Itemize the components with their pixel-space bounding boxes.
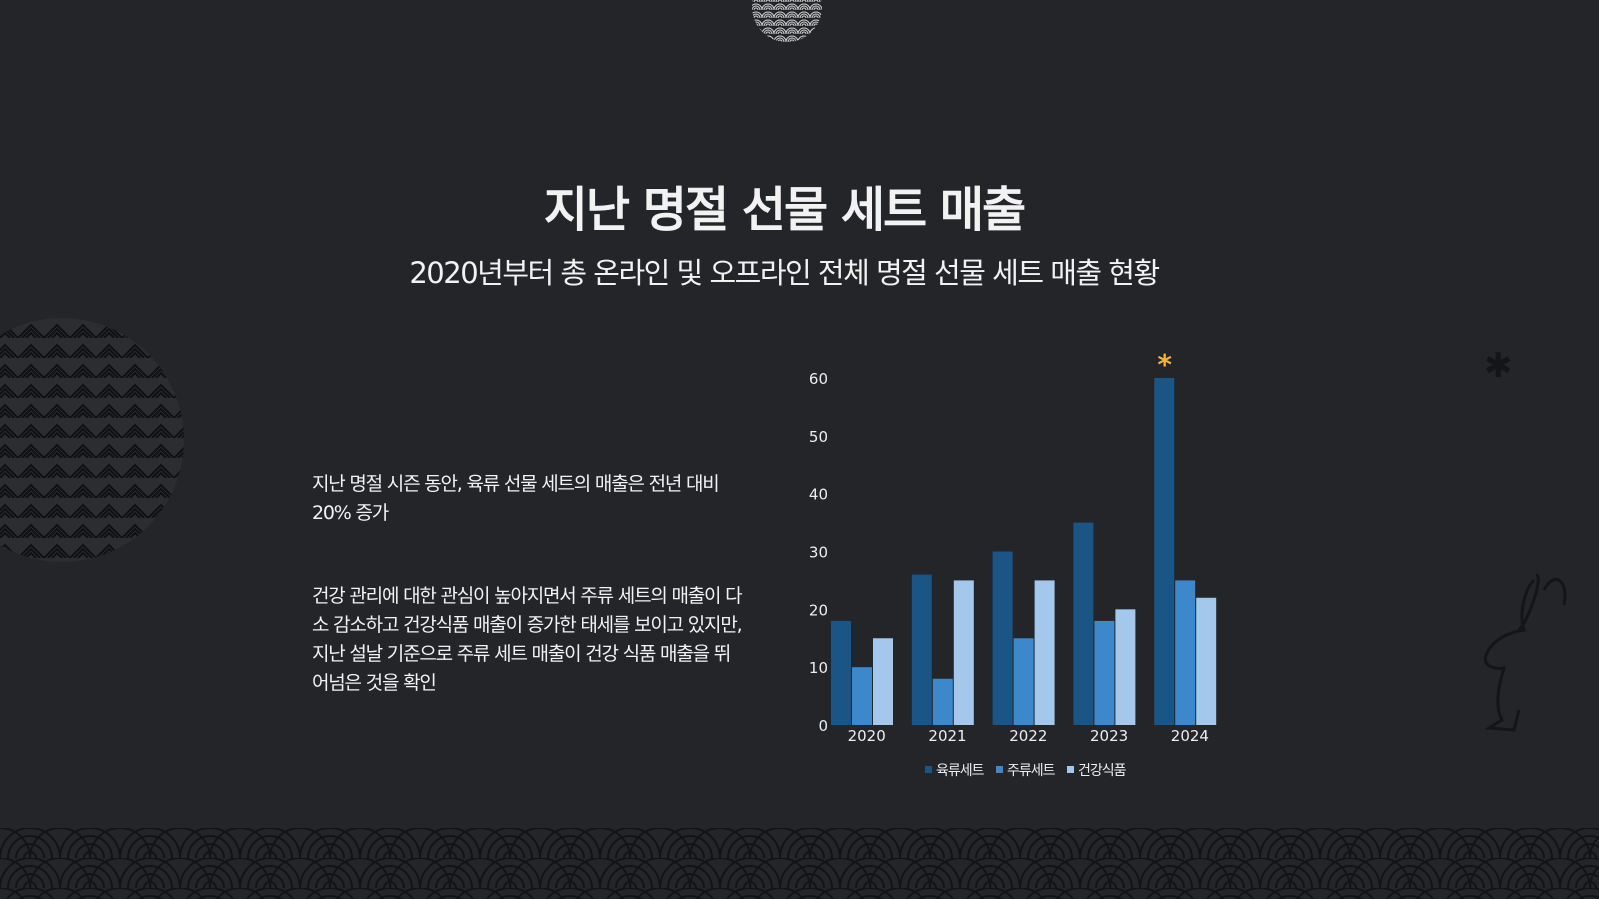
x-tick-label: 2023	[1090, 727, 1128, 745]
bar-2020-육류세트	[831, 620, 851, 725]
legend-swatch	[1067, 766, 1074, 773]
bar-2020-건강식품	[873, 638, 893, 725]
bar-2021-주류세트	[932, 678, 953, 725]
insight-paragraph-1: 지난 명절 시즌 동안, 육류 선물 세트의 매출은 전년 대비 20% 증가	[312, 473, 720, 524]
y-tick-label: 40	[809, 486, 828, 504]
x-tick-label: 2022	[1009, 727, 1047, 745]
bar-2024-주류세트	[1175, 580, 1196, 725]
y-tick-label: 50	[809, 428, 828, 446]
x-tick-label: 2020	[848, 727, 886, 745]
page-subtitle: 2020년부터 총 온라인 및 오프라인 전체 명절 선물 세트 매출 현황	[409, 256, 1160, 290]
rabbit-icon	[1483, 573, 1567, 732]
x-tick-label: 2021	[928, 727, 966, 745]
legend-swatch	[925, 766, 932, 773]
insight-paragraph-2: 건강 관리에 대한 관심이 높아지면서 주류 세트의 매출이 다소 감소하고 건…	[312, 585, 743, 694]
y-tick-label: 60	[809, 370, 828, 388]
bar-2022-건강식품	[1034, 580, 1055, 725]
bar-2023-육류세트	[1073, 522, 1094, 725]
bar-2023-주류세트	[1094, 620, 1115, 725]
wave-pattern-circle-left	[0, 318, 184, 562]
bar-2023-건강식품	[1115, 609, 1136, 725]
y-tick-label: 0	[818, 717, 828, 735]
legend-label: 건강식품	[1078, 763, 1127, 779]
bar-2022-주류세트	[1013, 638, 1034, 725]
bar-2021-육류세트	[911, 574, 932, 725]
legend-swatch	[996, 766, 1003, 773]
y-tick-label: 10	[809, 659, 828, 677]
wave-pattern-circle-top	[752, 0, 822, 42]
y-tick-label: 20	[809, 601, 828, 619]
bar-2022-육류세트	[992, 551, 1013, 725]
page-title: 지난 명절 선물 세트 매출	[543, 182, 1026, 238]
wave-pattern-bottom	[0, 828, 1599, 899]
legend-label: 주류세트	[1007, 763, 1056, 779]
asterisk-icon: ✱	[1484, 346, 1513, 386]
bar-chart: 0 10 20 30 40 50 60 2020 2021 2022 2023 2024 * 육류세트 주류…	[809, 348, 1217, 779]
highlight-asterisk-icon: *	[1157, 348, 1172, 381]
bar-2024-건강식품	[1196, 597, 1217, 725]
bar-2021-건강식품	[953, 580, 974, 725]
bar-2024-육류세트	[1154, 378, 1175, 725]
legend-label: 육류세트	[936, 763, 985, 779]
bar-2020-주류세트	[852, 667, 872, 725]
y-tick-label: 30	[809, 544, 828, 562]
x-tick-label: 2024	[1171, 727, 1209, 745]
